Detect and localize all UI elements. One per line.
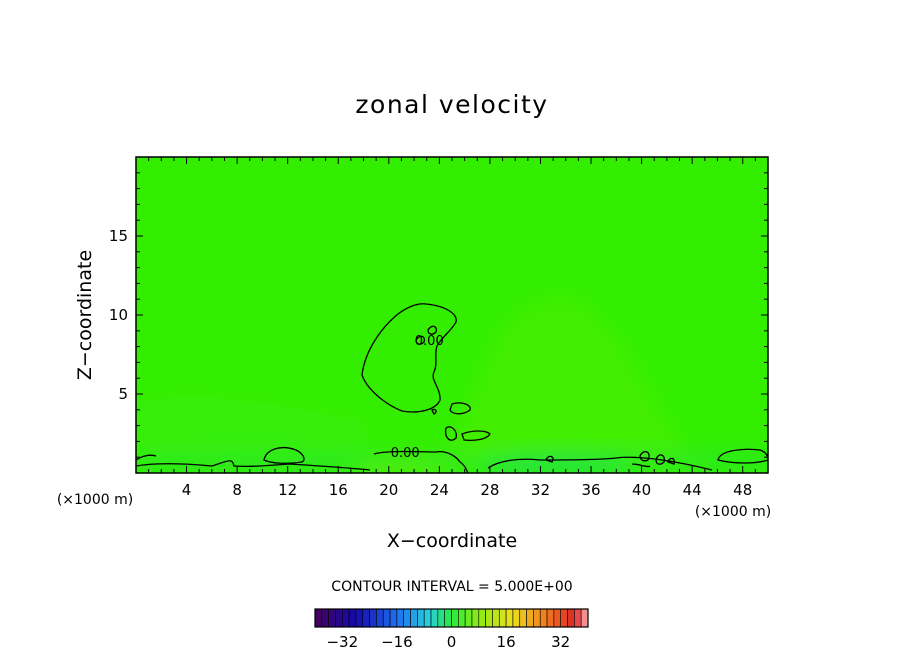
contour-line xyxy=(431,408,437,415)
contour-line xyxy=(545,455,554,463)
y-axis-label: Z−coordinate xyxy=(74,250,96,380)
colorbar-cell xyxy=(580,608,589,628)
x-tick-label: 20 xyxy=(379,481,398,499)
colorbar-cell xyxy=(376,608,384,628)
contour-line xyxy=(449,402,471,415)
contour-labels: 0.00 0.00 xyxy=(391,334,444,461)
colorbar-cell xyxy=(382,608,391,628)
x-tick-label: 24 xyxy=(430,481,449,499)
axis-ticks xyxy=(136,157,768,473)
colorbar-cell xyxy=(574,608,582,628)
colorbar-frame xyxy=(314,608,589,628)
contour-line xyxy=(427,325,438,335)
colorbar-cell xyxy=(498,608,507,628)
x-tick-label: 28 xyxy=(480,481,499,499)
x-axis-label: X−coordinate xyxy=(387,530,517,552)
colorbar-cell xyxy=(464,608,473,628)
colorbar-cell xyxy=(444,608,452,628)
x-tick-label: 12 xyxy=(278,481,297,499)
x-tick-label: 48 xyxy=(733,481,752,499)
colorbar-cell xyxy=(321,608,329,628)
field-mound-light xyxy=(440,300,700,473)
x-unit-left: (×1000 m) xyxy=(57,492,133,508)
field-patch-surface-right xyxy=(480,458,640,473)
contour-line xyxy=(717,448,768,464)
colorbar-cell xyxy=(410,608,418,628)
colorbar-cell xyxy=(539,608,548,628)
field-variations xyxy=(136,300,768,473)
contour-label: 0.00 xyxy=(415,334,444,349)
contour-line xyxy=(487,456,713,471)
colorbar-tick-labels: −32 −16 0 16 32 xyxy=(326,633,570,651)
colorbar-cell xyxy=(519,608,527,628)
colorbar-tick-label: 16 xyxy=(497,633,516,651)
colorbar-cell xyxy=(553,608,561,628)
chart-title: zonal velocity xyxy=(355,90,548,119)
colorbar-cell xyxy=(362,608,370,628)
contour-line xyxy=(461,430,491,441)
colorbar-cell xyxy=(437,608,445,628)
colorbar-cell xyxy=(505,608,514,628)
colorbar-cell xyxy=(567,608,575,628)
contour-lines xyxy=(136,303,768,473)
y-tick-label: 15 xyxy=(109,227,128,245)
colorbar-cell xyxy=(458,608,466,628)
colorbar-cell xyxy=(478,608,486,628)
contour-line xyxy=(655,454,665,465)
contour-line xyxy=(444,426,458,441)
contour-line xyxy=(263,446,305,464)
colorbar-cell xyxy=(403,608,411,628)
colorbar-cell xyxy=(546,608,555,628)
x-tick-label: 36 xyxy=(581,481,600,499)
contour-line xyxy=(667,457,676,465)
colorbar-cell xyxy=(314,608,323,628)
colorbar-cell xyxy=(471,608,480,628)
contour-line xyxy=(373,450,469,473)
colorbar-cell xyxy=(430,608,439,628)
colorbar-cell xyxy=(348,608,357,628)
y-tick-label: 5 xyxy=(118,385,128,403)
colorbar-cell xyxy=(355,608,364,628)
contour-label: 0.00 xyxy=(391,446,420,461)
colorbar-cell xyxy=(389,608,398,628)
x-tick-label: 4 xyxy=(182,481,192,499)
contour-interval-text: CONTOUR INTERVAL = 5.000E+00 xyxy=(331,579,572,595)
contour-line xyxy=(639,451,650,462)
contour-line xyxy=(631,463,651,468)
x-tick-label: 44 xyxy=(683,481,702,499)
colorbar-cell xyxy=(341,608,350,628)
colorbar-cell xyxy=(512,608,521,628)
colorbar-cell xyxy=(423,608,432,628)
contour-line xyxy=(361,303,457,413)
colorbar-cell xyxy=(533,608,541,628)
x-tick-label: 16 xyxy=(329,481,348,499)
colorbar-tick-label: −16 xyxy=(381,633,413,651)
colorbar xyxy=(314,608,589,628)
x-tick-label: 32 xyxy=(531,481,550,499)
contour-line xyxy=(136,454,157,461)
contour-line xyxy=(415,335,426,345)
colorbar-cell xyxy=(560,608,568,628)
colorbar-cell xyxy=(451,608,459,628)
colorbar-cell xyxy=(485,608,493,628)
colorbar-tick-label: −32 xyxy=(326,633,358,651)
contour-line xyxy=(136,460,371,471)
x-tick-label: 8 xyxy=(232,481,242,499)
field-patch-surface-center xyxy=(350,466,450,473)
colorbar-cell xyxy=(369,608,377,628)
colorbar-tick-label: 32 xyxy=(551,633,570,651)
colorbar-cell xyxy=(492,608,500,628)
colorbar-cell xyxy=(335,608,343,628)
colorbar-tick-label: 0 xyxy=(447,633,457,651)
colorbar-cell xyxy=(396,608,405,628)
x-unit-right: (×1000 m) xyxy=(695,504,771,520)
colorbar-cell xyxy=(417,608,425,628)
colorbar-cell xyxy=(526,608,534,628)
colorbar-cell xyxy=(328,608,336,628)
x-tick-label: 40 xyxy=(632,481,651,499)
y-tick-label: 10 xyxy=(109,306,128,324)
